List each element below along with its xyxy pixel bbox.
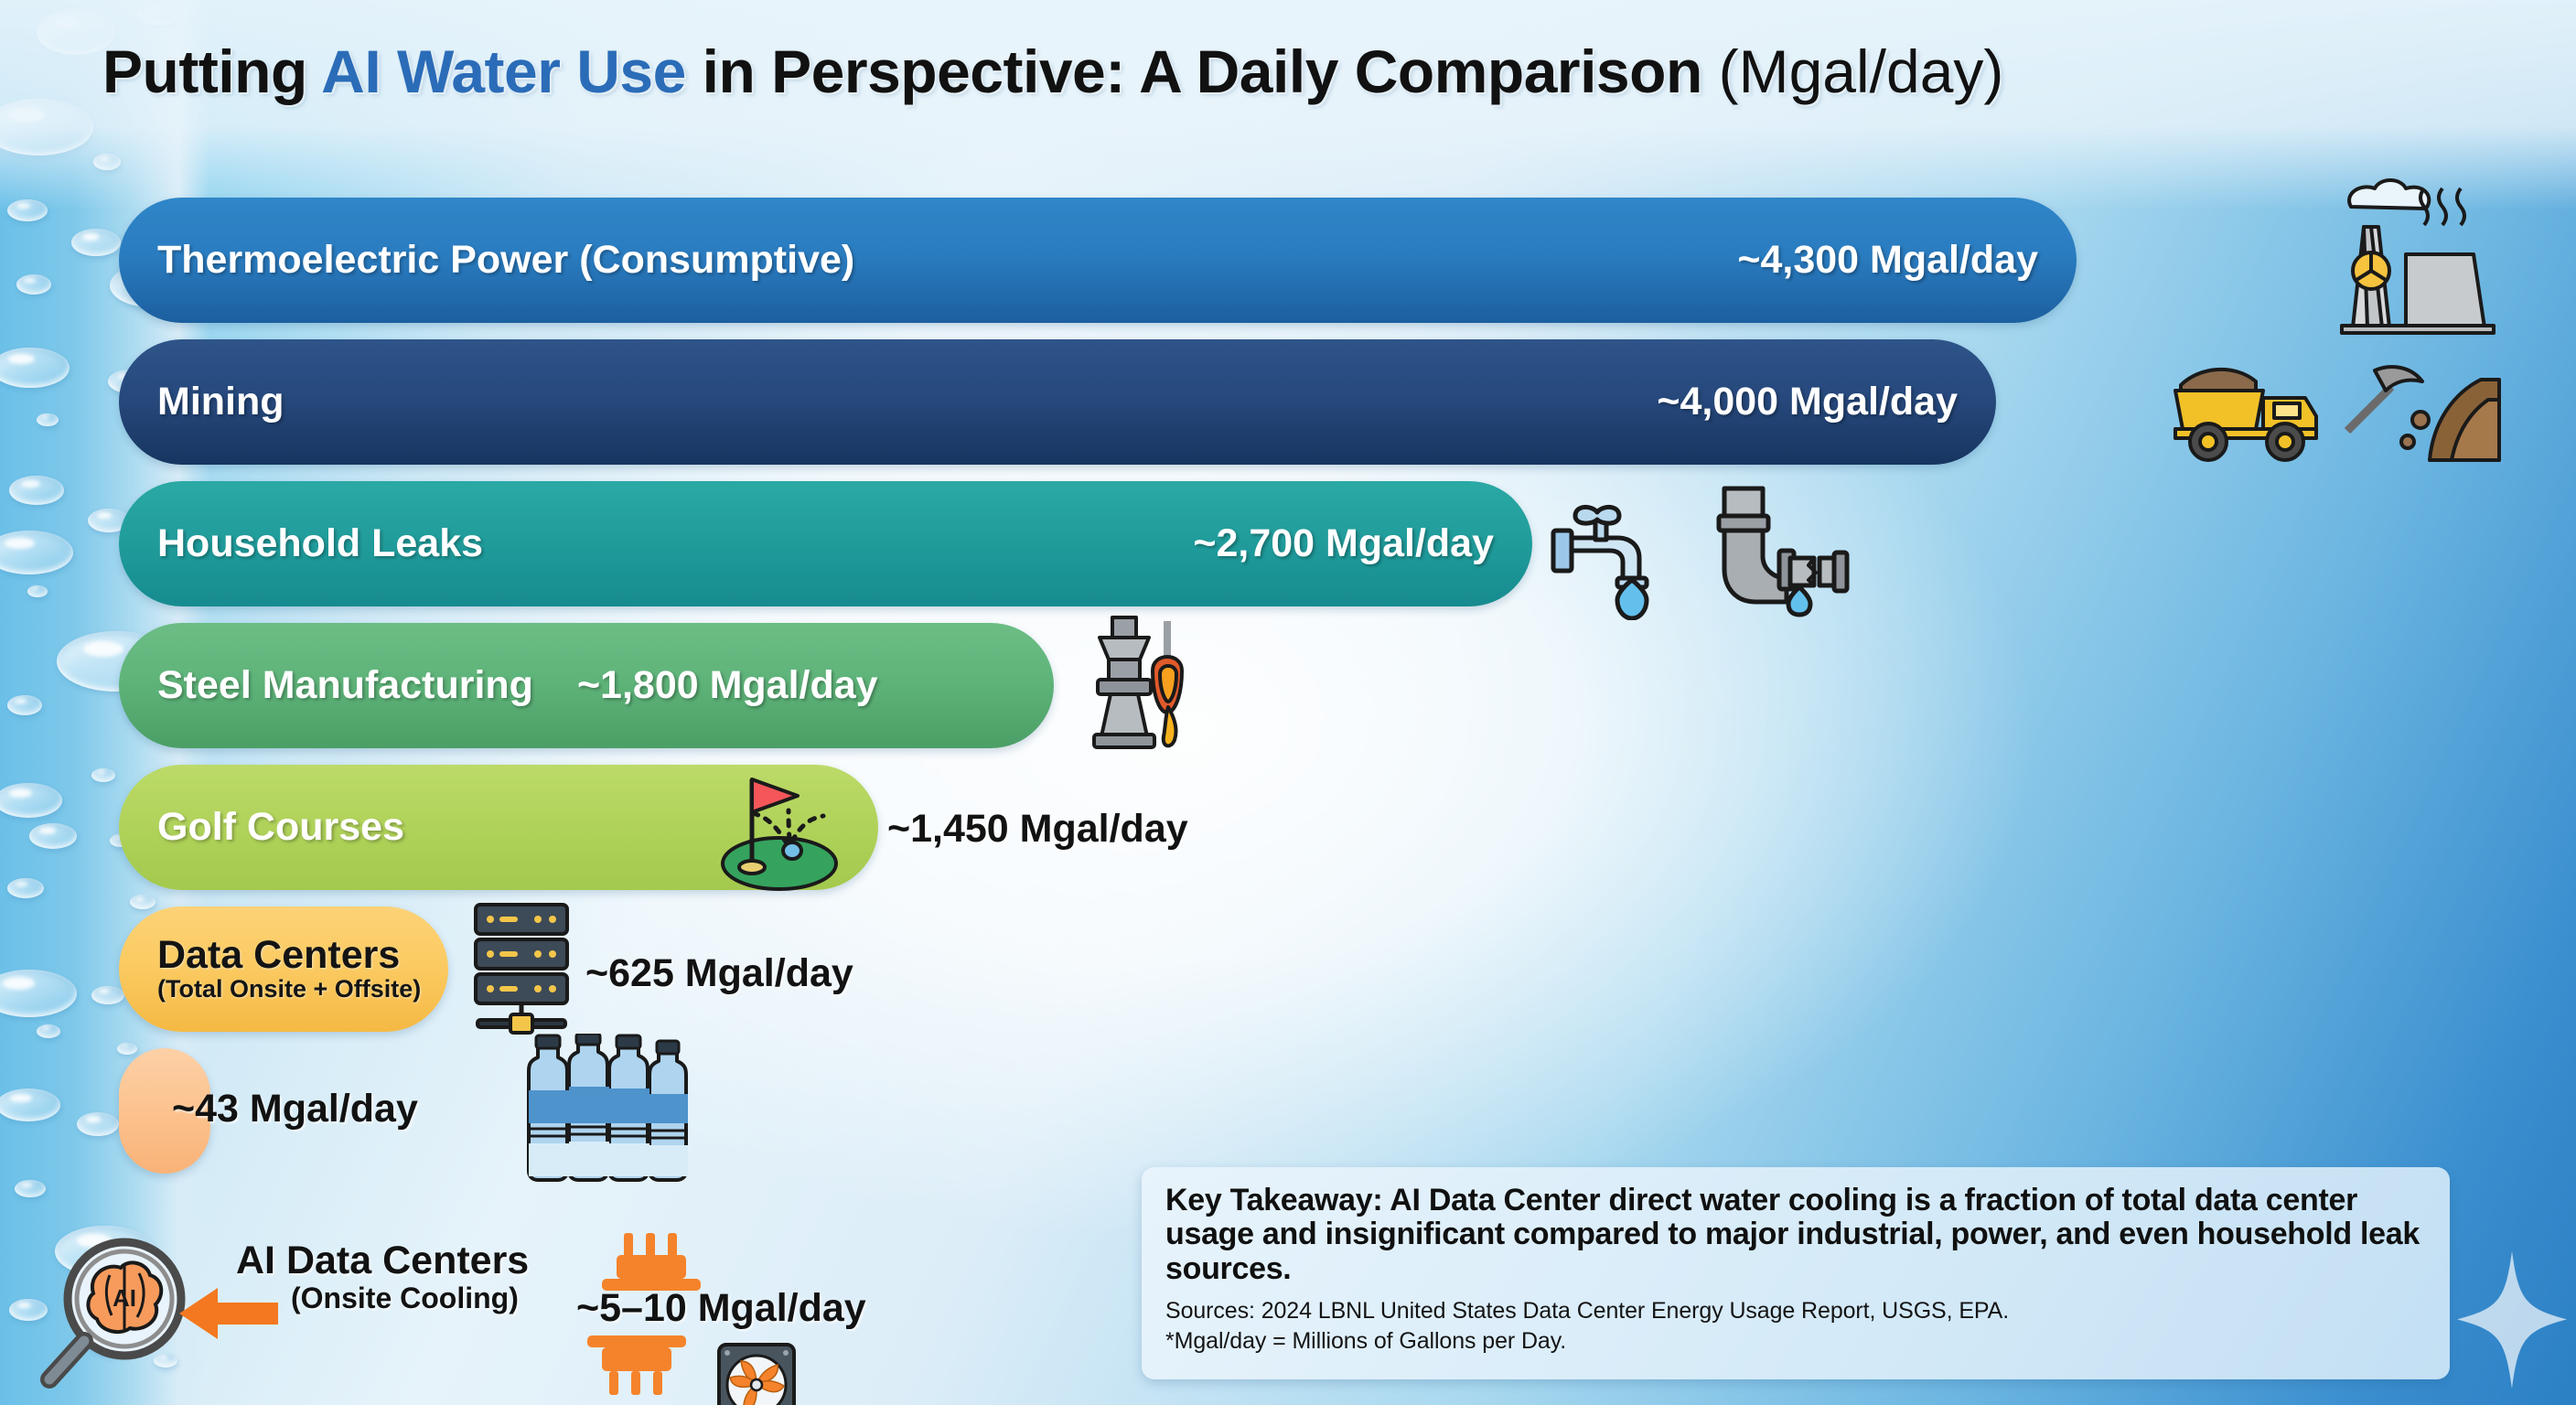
bar-value: ~4,000 Mgal/day	[1657, 380, 1958, 424]
bar-bottled-water[interactable]	[119, 1048, 210, 1174]
water-drop	[9, 1299, 48, 1321]
server-rack-icon	[474, 903, 569, 1035]
water-drop	[0, 531, 73, 574]
sources-text: Sources: 2024 LBNL United States Data Ce…	[1165, 1298, 2010, 1325]
ai-label-main: AI Data Centers	[236, 1239, 530, 1282]
bar-data-centers[interactable]: Data Centers (Total Onsite + Offsite)	[119, 906, 448, 1032]
water-drop	[16, 274, 51, 295]
ai-label-sub: (Onsite Cooling)	[291, 1281, 519, 1314]
bar-label: Data Centers (Total Onsite + Offsite)	[157, 933, 422, 1003]
page-title: Putting AI Water Use in Perspective: A D…	[102, 37, 2003, 106]
water-bottles-icon	[527, 1034, 688, 1182]
bar-label: Mining	[157, 379, 284, 424]
table-row: Golf Courses ~1,450 Mgal/day	[0, 759, 2576, 901]
water-drop	[0, 783, 62, 818]
cpu-chip-icon-top	[602, 1233, 701, 1291]
water-drop	[77, 1112, 119, 1136]
bar-label: Thermoelectric Power (Consumptive)	[157, 237, 855, 282]
water-drop	[37, 1024, 60, 1038]
title-part1: Putting	[102, 38, 322, 105]
magnifier-ai-text: AI	[113, 1284, 136, 1312]
table-row: Mining ~4,000 Mgal/day	[0, 334, 2576, 476]
bar-mining[interactable]: Mining ~4,000 Mgal/day	[119, 339, 1996, 465]
water-drop	[7, 695, 42, 715]
power-plant-icon	[2340, 178, 2496, 335]
bar-value: ~2,700 Mgal/day	[1193, 521, 1494, 565]
key-takeaway-box: Key Takeaway: AI Data Center direct wate…	[1142, 1167, 2450, 1379]
key-takeaway-lead: Key Takeaway:	[1165, 1183, 1383, 1217]
water-drop	[9, 476, 64, 505]
title-part2: in Perspective: A Daily Comparison	[685, 38, 1719, 105]
water-drop	[154, 1354, 177, 1367]
top-wash-overlay	[0, 0, 2576, 210]
bar-chart: Thermoelectric Power (Consumptive) ~4,30…	[0, 178, 2576, 1185]
key-takeaway-text: Key Takeaway: AI Data Center direct wate…	[1165, 1183, 2426, 1286]
water-drop	[130, 895, 156, 909]
water-drop	[15, 1180, 46, 1197]
pickaxe-rock-icon	[2344, 365, 2501, 462]
golf-flag-icon	[721, 778, 838, 891]
dump-truck-icon	[2174, 368, 2318, 462]
bar-label-main: Data Centers	[157, 933, 401, 978]
foundry-ladle-icon	[1092, 616, 1184, 749]
ai-data-centers-row: AI AI Data Centers (Onsite Cooling)	[0, 1233, 1143, 1405]
table-row: ~43 Mgal/day	[0, 1034, 2576, 1185]
bar-value: ~4,300 Mgal/day	[1737, 238, 2038, 282]
table-row: Steel Manufacturing ~1,800 Mgal/day	[0, 616, 2576, 759]
table-row: Thermoelectric Power (Consumptive) ~4,30…	[0, 178, 2576, 335]
broken-pipe-icon	[1716, 486, 1850, 617]
bar-steel-manufacturing[interactable]: Steel Manufacturing ~1,800 Mgal/day	[119, 623, 1054, 748]
water-drop	[27, 585, 48, 597]
water-drop	[0, 970, 77, 1017]
bar-label: Steel Manufacturing	[157, 662, 533, 707]
bar-label: Golf Courses	[157, 804, 404, 849]
water-drop	[29, 823, 77, 849]
sparkle-icon	[2457, 1251, 2567, 1389]
bar-label: Household Leaks	[157, 520, 484, 565]
water-drop	[7, 878, 44, 898]
bar-thermoelectric-power[interactable]: Thermoelectric Power (Consumptive) ~4,30…	[119, 198, 2077, 323]
title-accent: AI Water Use	[321, 38, 686, 105]
left-arrow-icon	[179, 1288, 278, 1339]
water-drop	[117, 1043, 137, 1055]
water-drop	[91, 986, 124, 1004]
water-drop	[37, 413, 59, 426]
water-drop	[71, 229, 121, 256]
bar-value: ~625 Mgal/day	[585, 951, 853, 995]
title-unit: (Mgal/day)	[1718, 38, 2004, 105]
bar-value: ~43 Mgal/day	[172, 1087, 418, 1131]
bar-value: ~1,450 Mgal/day	[887, 807, 1188, 851]
footnote-text: *Mgal/day = Millions of Gallons per Day.	[1165, 1328, 1567, 1355]
bar-label-sub: (Total Onsite + Offsite)	[157, 975, 422, 1003]
key-takeaway-body: AI Data Center direct water cooling is a…	[1165, 1183, 2420, 1286]
water-drop	[0, 348, 70, 388]
table-row: Household Leaks ~2,700 Mgal/day	[0, 476, 2576, 620]
ai-data-centers-label: AI Data Centers (Onsite Cooling)	[236, 1240, 529, 1314]
bar-household-leaks[interactable]: Household Leaks ~2,700 Mgal/day	[119, 481, 1532, 606]
bar-value: ~1,800 Mgal/day	[576, 663, 878, 707]
water-drop	[0, 1089, 60, 1121]
magnifier-ai-brain-icon: AI	[40, 1238, 186, 1389]
dripping-faucet-icon	[1551, 505, 1649, 620]
cpu-chip-icon-bottom	[587, 1335, 686, 1395]
water-drop	[91, 768, 115, 782]
table-row: Data Centers (Total Onsite + Offsite)	[0, 901, 2576, 1043]
ai-data-centers-value: ~5–10 Mgal/day	[576, 1286, 866, 1330]
cooling-fan-icon	[717, 1343, 796, 1405]
